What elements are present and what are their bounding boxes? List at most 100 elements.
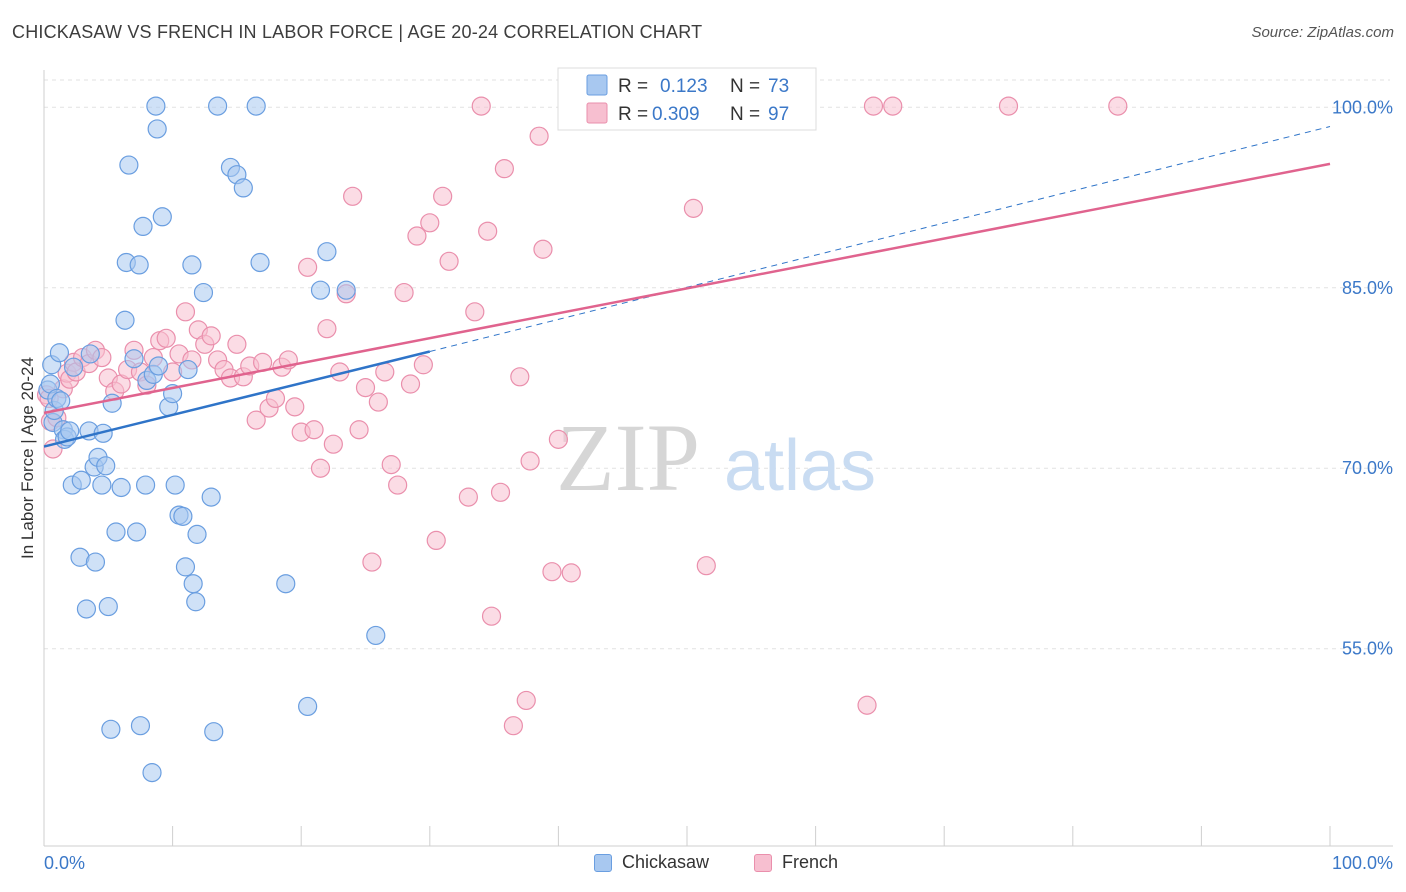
trend-lines	[43, 126, 1331, 448]
french-point	[433, 186, 453, 206]
chickasaw-point	[193, 282, 214, 303]
bottom-legend-item-chickasaw[interactable]: Chickasaw	[594, 852, 709, 873]
chickasaw-point	[96, 456, 116, 476]
bottom-legend-item-french[interactable]: French	[754, 852, 838, 873]
french-point	[481, 606, 502, 626]
legend-n-value-french: 97	[768, 104, 789, 125]
chickasaw-point	[51, 391, 71, 411]
french-point	[683, 198, 704, 218]
chart-title: CHICKASAW VS FRENCH IN LABOR FORCE | AGE…	[12, 22, 703, 42]
chickasaw-point	[130, 716, 151, 736]
chickasaw-point	[115, 310, 135, 330]
french-point	[510, 367, 530, 387]
chickasaw-point	[49, 343, 70, 363]
chickasaw-point	[317, 242, 337, 262]
axes	[43, 70, 1393, 847]
french-point	[413, 355, 433, 375]
chickasaw-point	[142, 763, 162, 783]
chickasaw-point	[246, 96, 266, 116]
chickasaw-point	[101, 719, 121, 739]
chickasaw-point	[165, 475, 185, 495]
chickasaw-point	[71, 470, 91, 490]
french-point	[400, 374, 421, 394]
french-point	[548, 429, 569, 449]
chickasaw-point	[85, 552, 106, 572]
bottom-legend: Chickasaw French	[0, 852, 1406, 876]
french-point	[471, 96, 491, 116]
french-point	[349, 420, 369, 440]
chickasaw-point	[233, 178, 253, 198]
chickasaw-point	[204, 722, 224, 742]
chickasaw-point	[124, 349, 144, 369]
chickasaw-point	[208, 96, 228, 116]
chickasaw-point	[76, 599, 97, 619]
watermark-zip: ZIP	[556, 404, 700, 511]
y-tick-label: 100.0%	[1332, 97, 1393, 117]
french-point	[388, 475, 408, 495]
french-point	[362, 552, 382, 572]
chickasaw-point	[146, 96, 166, 116]
french-point	[439, 251, 459, 271]
chickasaw-trend-line	[43, 350, 431, 448]
chickasaw-point	[298, 696, 318, 717]
french-point	[368, 392, 388, 412]
bottom-legend-label-french: French	[782, 852, 839, 872]
chickasaw-trend-extension	[429, 126, 1331, 353]
legend-r-value-chickasaw: 0.123	[660, 76, 708, 97]
french-point	[529, 126, 549, 146]
french-point	[381, 455, 401, 475]
legend-r-value-french: 0.309	[652, 104, 700, 125]
chickasaw-point	[133, 216, 153, 237]
french-point	[304, 420, 324, 440]
x-tick-label-start: 0.0%	[44, 853, 85, 873]
legend-box: R = 0.123 N = 73 R = 0.309 N = 97	[557, 67, 817, 131]
french-point	[1108, 96, 1128, 116]
x-tick-label-end: 100.0%	[1332, 853, 1393, 873]
source-credit: Source: ZipAtlas.com	[1251, 24, 1394, 41]
french-point	[494, 159, 514, 179]
chickasaw-point	[80, 344, 100, 364]
french-point	[857, 695, 877, 715]
french-point	[317, 319, 337, 339]
chickasaw-point	[135, 475, 156, 495]
chickasaw-point	[178, 359, 198, 380]
french-point	[156, 328, 176, 348]
french-trend-line	[43, 162, 1331, 415]
legend-r-label-french: R =	[618, 104, 648, 125]
chickasaw-point	[126, 522, 147, 542]
legend-n-label-french: N =	[730, 104, 760, 125]
tick-labels: 55.0% 70.0% 85.0% 100.0% 0.0% 100.0%	[44, 97, 1393, 873]
chickasaw-point	[119, 155, 139, 175]
chickasaw-point	[175, 557, 196, 577]
chickasaw-point	[92, 475, 112, 495]
french-point	[246, 410, 266, 430]
chickasaw-point	[182, 255, 202, 275]
y-tick-label: 70.0%	[1342, 458, 1393, 478]
chickasaw-point	[102, 393, 122, 413]
french-point	[420, 213, 440, 233]
french-point	[407, 226, 427, 246]
french-point	[394, 282, 414, 303]
chickasaw-point	[173, 506, 193, 526]
legend-n-value-chickasaw: 73	[768, 76, 789, 97]
legend-swatch-chickasaw	[586, 74, 608, 96]
chickasaw-point	[186, 592, 206, 612]
y-tick-label: 85.0%	[1342, 278, 1393, 298]
y-tick-label: 55.0%	[1342, 639, 1393, 659]
chickasaw-point	[250, 252, 270, 273]
chickasaw-point	[276, 574, 296, 594]
french-point	[542, 562, 562, 582]
french-point	[343, 186, 363, 206]
chickasaw-point	[147, 119, 167, 139]
legend-n-label-chickasaw: N =	[730, 76, 760, 97]
chickasaw-point	[183, 574, 203, 594]
watermark-atlas: atlas	[724, 426, 876, 506]
french-point	[883, 96, 903, 116]
french-point	[227, 334, 247, 354]
french-point	[478, 221, 498, 241]
chickasaw-point	[336, 280, 356, 300]
french-point	[696, 556, 716, 576]
chickasaw-point	[129, 255, 149, 275]
french-point	[201, 326, 221, 346]
french-point	[561, 563, 581, 583]
